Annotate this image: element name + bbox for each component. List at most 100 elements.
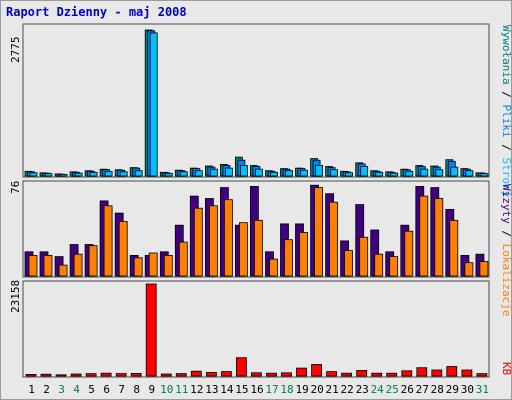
- bar-kb-24: [371, 372, 383, 377]
- bar-lokalizacje-10: [163, 254, 173, 277]
- bottom-panel: [22, 280, 490, 378]
- bar-strony-18: [285, 170, 293, 177]
- bar-lokalizacje-27: [419, 195, 429, 277]
- bar-kb-20: [311, 364, 323, 377]
- bar-lokalizacje-25: [389, 256, 399, 277]
- x-tick-label-3: 3: [58, 383, 65, 396]
- x-tick-label-24: 24: [371, 383, 385, 396]
- bar-strony-31: [480, 173, 489, 177]
- bar-kb-27: [416, 367, 428, 377]
- legend-part-2: Lokalizacje: [500, 244, 512, 317]
- bar-kb-16: [250, 372, 262, 377]
- bar-kb-28: [431, 369, 443, 377]
- x-tick-label-2: 2: [43, 383, 50, 396]
- bar-lokalizacje-28: [434, 198, 444, 277]
- bar-strony-26: [405, 170, 414, 177]
- x-tick-label-29: 29: [446, 383, 459, 396]
- bar-kb-2: [40, 373, 52, 377]
- legend-part-1: /: [500, 224, 512, 244]
- bottom-legend-label: KB: [500, 362, 512, 376]
- bar-lokalizacje-2: [43, 254, 53, 277]
- x-tick-label-19: 19: [295, 383, 308, 396]
- bar-strony-17: [270, 171, 278, 177]
- bar-kb-5: [85, 373, 97, 377]
- bar-strony-11: [179, 171, 188, 177]
- bar-kb-21: [326, 371, 338, 377]
- bar-lokalizacje-17: [269, 258, 278, 277]
- x-tick-label-6: 6: [103, 383, 110, 396]
- bar-kb-8: [130, 372, 142, 377]
- x-tick-label-4: 4: [73, 383, 80, 396]
- x-tick-label-30: 30: [461, 383, 474, 396]
- x-tick-label-17: 17: [265, 383, 278, 396]
- bar-strony-8: [134, 170, 143, 177]
- legend-part-3: /: [500, 138, 512, 158]
- bottom-max-label: 23158: [9, 280, 22, 313]
- bar-kb-17: [266, 372, 277, 377]
- bar-strony-13: [209, 168, 218, 177]
- bar-kb-30: [461, 369, 473, 377]
- legend-part-4: Strony: [500, 157, 512, 197]
- bar-kb-15: [235, 357, 247, 377]
- x-tick-label-13: 13: [205, 383, 218, 396]
- bar-lokalizacje-30: [464, 262, 474, 277]
- x-tick-label-31: 31: [476, 383, 489, 396]
- bar-lokalizacje-26: [404, 230, 414, 277]
- x-tick-label-11: 11: [175, 383, 188, 396]
- bar-strony-5: [89, 171, 98, 177]
- bar-lokalizacje-13: [208, 205, 218, 277]
- bar-kb-29: [446, 366, 458, 377]
- legend-part-2: Pliki: [500, 104, 512, 137]
- bar-strony-23: [360, 166, 369, 177]
- bar-strony-10: [164, 172, 173, 177]
- top-panel: [22, 23, 490, 178]
- bar-strony-29: [450, 166, 459, 177]
- bar-strony-19: [300, 169, 308, 177]
- bar-lokalizacje-24: [374, 253, 384, 277]
- bar-kb-7: [115, 373, 127, 377]
- bar-lokalizacje-8: [133, 257, 143, 277]
- x-tick-label-5: 5: [88, 383, 95, 396]
- x-tick-label-15: 15: [235, 383, 248, 396]
- bar-kb-3: [55, 374, 67, 377]
- bar-strony-16: [254, 168, 263, 177]
- bar-strony-28: [435, 169, 444, 177]
- x-tick-label-23: 23: [356, 383, 369, 396]
- bar-kb-1: [25, 373, 37, 377]
- bar-kb-18: [281, 372, 292, 377]
- x-tick-label-10: 10: [160, 383, 173, 396]
- x-tick-label-20: 20: [310, 383, 323, 396]
- legend-part-0: Wizyty: [500, 184, 512, 224]
- bar-kb-10: [160, 373, 172, 377]
- bar-kb-25: [386, 372, 398, 377]
- bar-strony-15: [239, 165, 248, 177]
- legend-part-0: Wywołania: [500, 25, 512, 85]
- bar-lokalizacje-6: [103, 205, 113, 277]
- bar-lokalizacje-15: [238, 222, 248, 277]
- bar-kb-23: [356, 369, 368, 377]
- bar-kb-9: [145, 283, 157, 377]
- bar-lokalizacje-3: [58, 264, 68, 277]
- bar-lokalizacje-12: [193, 207, 203, 277]
- x-tick-label-12: 12: [190, 383, 203, 396]
- bar-lokalizacje-7: [118, 221, 128, 277]
- bar-kb-14: [220, 371, 232, 377]
- bar-kb-31: [476, 373, 488, 377]
- bar-strony-21: [330, 169, 339, 177]
- bar-strony-1: [29, 172, 38, 177]
- bar-strony-3: [59, 173, 68, 177]
- legend-part-0: KB: [500, 362, 512, 376]
- bar-strony-24: [375, 171, 384, 177]
- bar-strony-30: [465, 170, 474, 177]
- bar-lokalizacje-4: [73, 253, 83, 277]
- bar-lokalizacje-21: [329, 201, 339, 277]
- bar-kb-19: [296, 367, 307, 377]
- x-tick-label-16: 16: [250, 383, 263, 396]
- bar-lokalizacje-18: [284, 239, 293, 277]
- bar-lokalizacje-11: [178, 241, 188, 277]
- top-max-label: 2775: [9, 37, 22, 64]
- x-tick-label-8: 8: [133, 383, 140, 396]
- bar-strony-22: [345, 172, 354, 177]
- bar-kb-22: [341, 372, 353, 377]
